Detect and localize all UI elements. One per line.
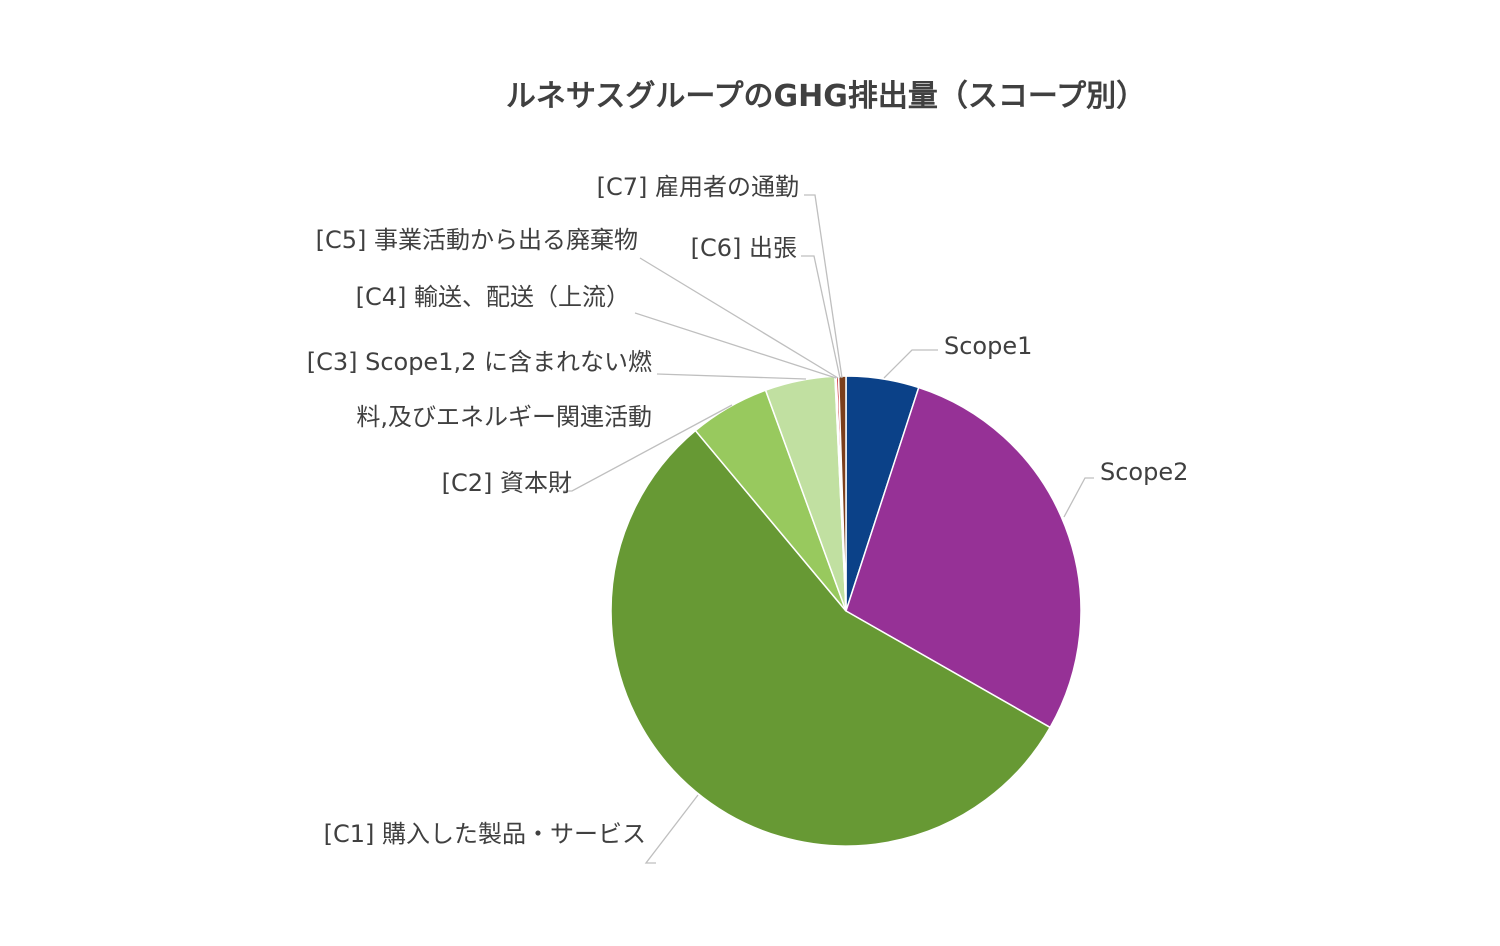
slice-label: [C2] 資本財 xyxy=(442,469,572,497)
leader-line xyxy=(563,404,733,492)
leader-line xyxy=(801,255,841,379)
leader-line xyxy=(1063,477,1094,518)
leader-line xyxy=(634,312,837,379)
slice-label: [C1] 購入した製品・サービス xyxy=(324,820,646,848)
slice-label: [C7] 雇用者の通勤 xyxy=(597,173,799,201)
slice-labels: Scope1 Scope2 [C1] 購入した製品・サービス [C2] 資本財 [C3]… xyxy=(307,173,1189,848)
slice-label: [C3] Scope1,2 に含まれない燃料,及びエネルギー関連活動 xyxy=(307,348,652,431)
chart-title: ルネサスグループのGHG排出量（スコープ別） xyxy=(506,79,1146,114)
slice-label: [C5] 事業活動から出る廃棄物 xyxy=(316,226,638,254)
pie-slices xyxy=(610,375,1082,847)
leader-line xyxy=(804,194,843,379)
slice-label: [C6] 出張 xyxy=(691,234,797,262)
leader-lines xyxy=(563,194,1094,864)
pie-slice xyxy=(610,429,1052,847)
slice-label: [C4] 輸送、配送（上流） xyxy=(356,283,630,311)
leader-line xyxy=(639,257,839,379)
leader-line xyxy=(883,349,938,379)
pie-slice xyxy=(845,386,1082,729)
leader-line xyxy=(656,373,807,380)
slice-label: Scope1 xyxy=(944,332,1032,360)
slice-label: Scope2 xyxy=(1100,458,1188,486)
leader-line xyxy=(644,794,699,864)
